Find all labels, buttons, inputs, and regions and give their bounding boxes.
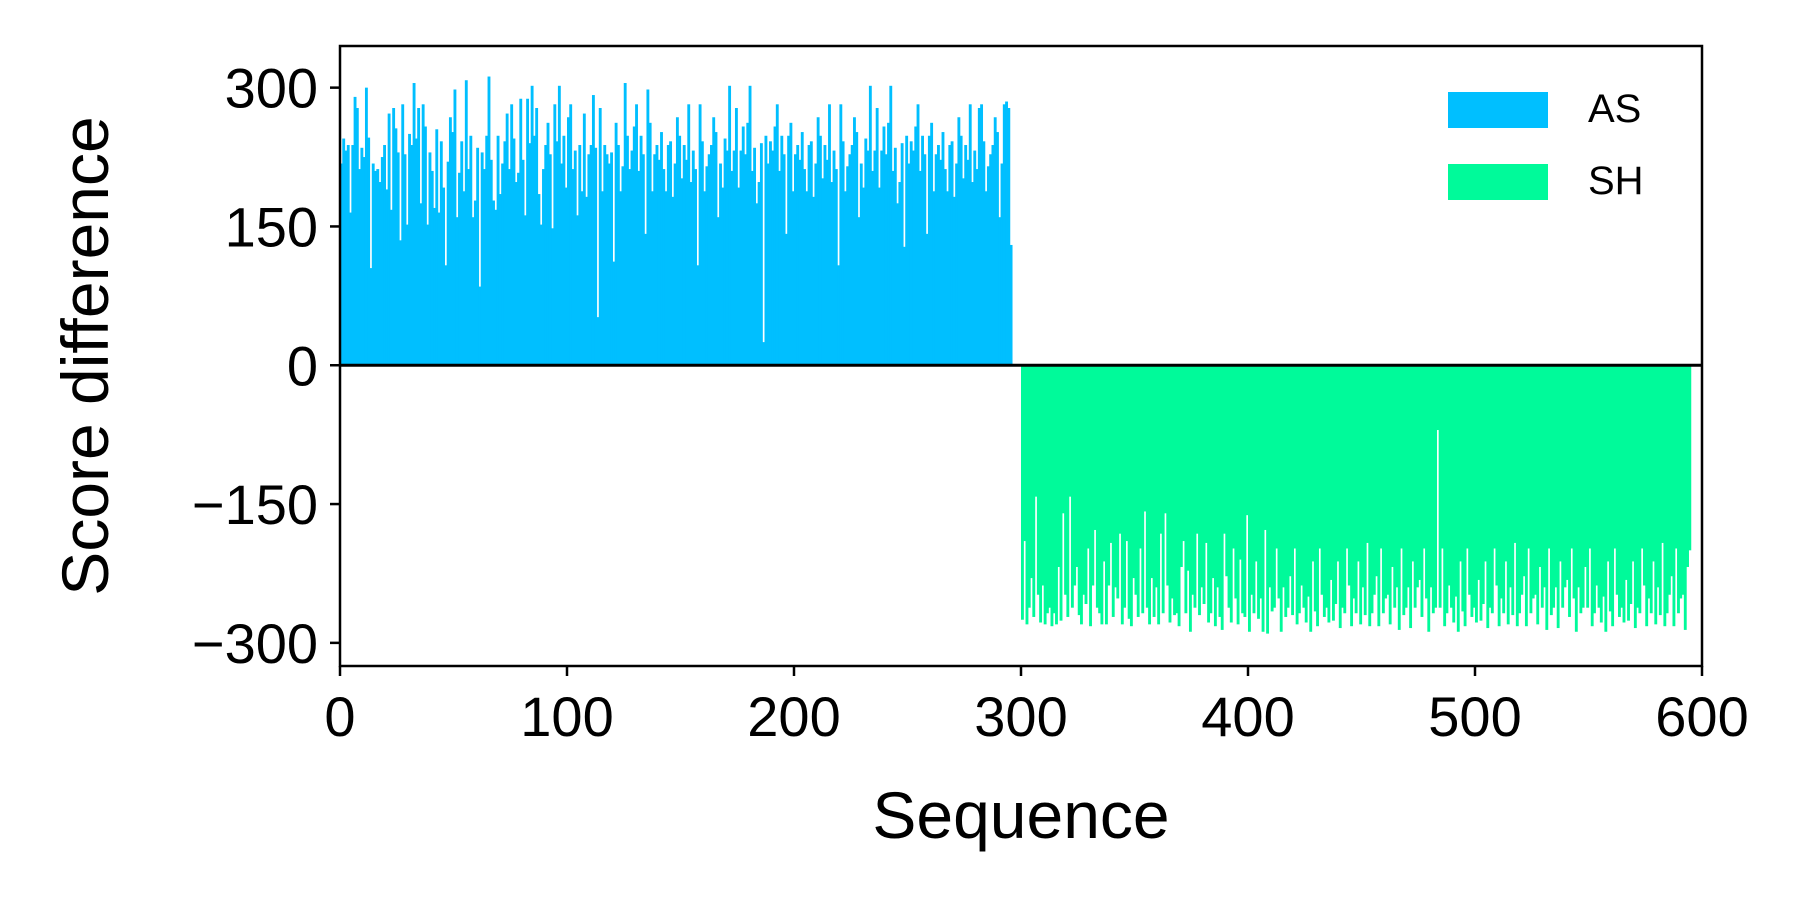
x-axis-title: Sequence: [872, 778, 1169, 852]
legend-swatch-sh: [1448, 164, 1548, 200]
y-axis-title: Score difference: [48, 116, 122, 595]
series-as-bars: [340, 77, 1013, 366]
bar-sh-594: [1688, 365, 1691, 550]
y-tick-label-300: 300: [225, 57, 318, 120]
y-axis: 300 150 0 −150 −300: [192, 57, 340, 675]
x-tick-label-500: 500: [1428, 685, 1521, 748]
y-tick-label--150: −150: [192, 473, 318, 536]
legend-label-as: AS: [1588, 87, 1641, 131]
series-sh-bars: [1021, 365, 1691, 633]
bar-as-185: [760, 143, 763, 365]
x-tick-label-0: 0: [324, 685, 355, 748]
y-tick-label-150: 150: [225, 195, 318, 258]
x-tick-label-100: 100: [520, 685, 613, 748]
x-tick-label-400: 400: [1201, 685, 1294, 748]
y-tick-label-0: 0: [287, 334, 318, 397]
legend-label-sh: SH: [1588, 159, 1644, 203]
bar-as-295: [1010, 245, 1013, 365]
x-tick-label-200: 200: [747, 685, 840, 748]
legend-swatch-as: [1448, 92, 1548, 128]
x-tick-label-600: 600: [1655, 685, 1748, 748]
x-tick-label-300: 300: [974, 685, 1067, 748]
y-tick-label--300: −300: [192, 612, 318, 675]
x-axis: 0 100 200 300 400 500 600: [324, 666, 1748, 748]
legend: AS SH: [1448, 87, 1644, 203]
